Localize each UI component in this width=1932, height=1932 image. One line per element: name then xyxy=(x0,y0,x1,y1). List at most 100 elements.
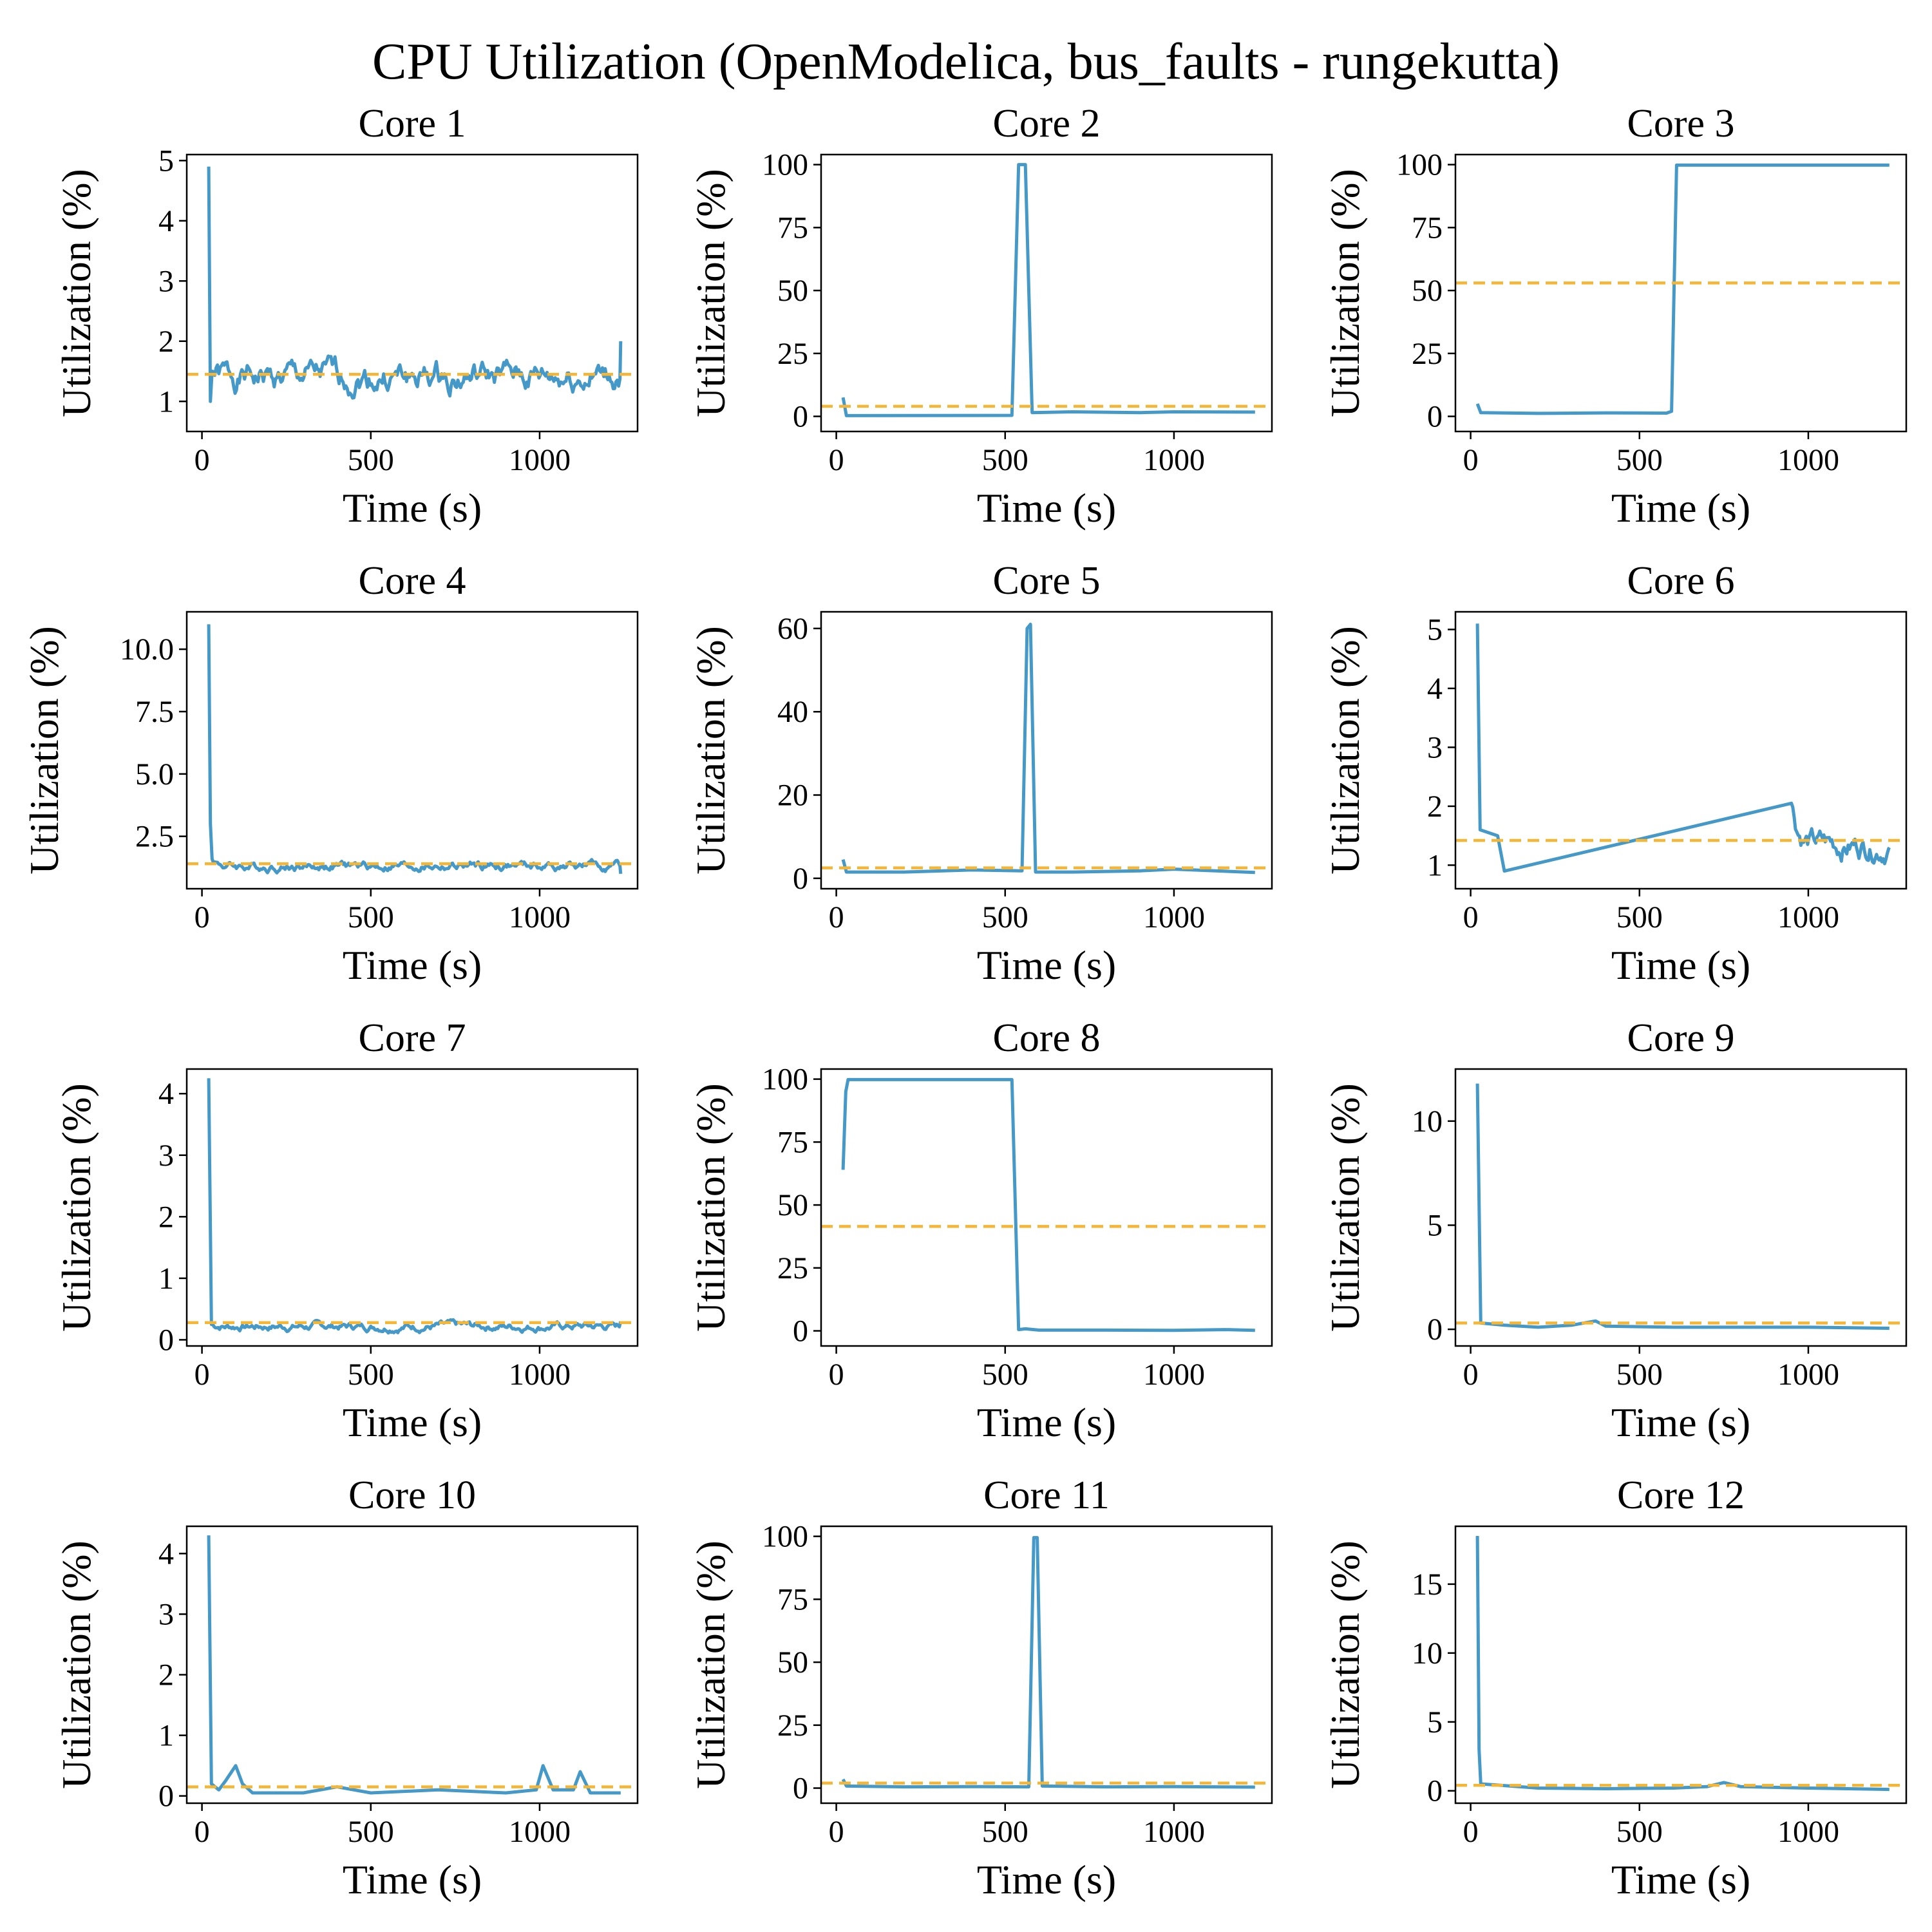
utilization-series-line xyxy=(841,1536,1255,1789)
subplot-core-5: Core 5 0 500 1000 0 20 40 60 Time (s) Utilization… xyxy=(688,559,1273,988)
x-tick-label: 0 xyxy=(1463,900,1479,934)
x-tick-label: 0 xyxy=(1463,443,1479,477)
subplot-title: Core 11 xyxy=(983,1473,1110,1517)
subplot-core-2: Core 2 0 500 1000 0 25 50 75 100 Time (s) Utilizat… xyxy=(688,102,1273,531)
y-axis-label: Utilization (%) xyxy=(53,169,99,417)
axes-frame xyxy=(1454,153,1908,433)
y-axis-label: Utilization (%) xyxy=(688,626,734,875)
y-tick-label: 2.5 xyxy=(135,820,174,854)
y-tick-label: 1 xyxy=(158,1719,174,1753)
x-axis-label: Time (s) xyxy=(977,1399,1116,1445)
y-tick-label: 10 xyxy=(1412,1636,1443,1671)
axes-frame xyxy=(1454,1068,1908,1347)
x-tick-label: 0 xyxy=(829,443,844,477)
axes-frame xyxy=(1454,1525,1908,1804)
x-tick-label: 500 xyxy=(348,900,394,934)
y-tick-label: 4 xyxy=(158,1537,174,1571)
x-tick-label: 1000 xyxy=(1143,443,1205,477)
x-tick-label: 500 xyxy=(348,443,394,477)
x-tick-label: 0 xyxy=(1463,1815,1479,1849)
axes-frame xyxy=(185,1068,639,1347)
y-tick-label: 0 xyxy=(158,1779,174,1814)
subplot-core-4: Core 4 0 500 1000 2.5 5.0 7.5 10.0 Time (s) Utili… xyxy=(21,559,639,988)
y-tick-label: 0 xyxy=(793,1772,808,1806)
utilization-series-line xyxy=(841,163,1255,417)
x-tick-label: 1000 xyxy=(1143,900,1205,934)
utilization-series-line xyxy=(1475,623,1891,873)
y-tick-label: 0 xyxy=(1427,400,1443,434)
x-tick-label: 1000 xyxy=(1143,1815,1205,1849)
x-axis-label: Time (s) xyxy=(1611,485,1750,531)
y-tick-label: 5 xyxy=(158,144,174,178)
axes-frame xyxy=(820,153,1273,433)
y-tick-label: 15 xyxy=(1412,1567,1443,1602)
x-tick-label: 500 xyxy=(982,1815,1028,1849)
y-tick-label: 4 xyxy=(158,204,174,238)
y-tick-label: 25 xyxy=(777,337,808,371)
axes-frame xyxy=(185,1525,639,1804)
x-tick-label: 1000 xyxy=(1777,443,1839,477)
y-axis-label: Utilization (%) xyxy=(1322,1540,1368,1789)
y-tick-label: 100 xyxy=(762,1520,808,1554)
y-tick-label: 3 xyxy=(158,1597,174,1631)
x-tick-label: 500 xyxy=(982,443,1028,477)
y-tick-label: 0 xyxy=(793,1314,808,1349)
x-tick-label: 0 xyxy=(194,443,210,477)
y-tick-label: 75 xyxy=(777,1582,808,1616)
x-axis-label: Time (s) xyxy=(977,485,1116,531)
x-tick-label: 500 xyxy=(1616,443,1663,477)
y-tick-label: 25 xyxy=(1412,337,1443,371)
x-tick-label: 0 xyxy=(1463,1358,1479,1392)
subplot-title: Core 7 xyxy=(358,1016,466,1060)
y-tick-label: 3 xyxy=(158,264,174,298)
x-axis-label: Time (s) xyxy=(1611,1857,1750,1902)
subplot-title: Core 5 xyxy=(992,559,1100,603)
figure-title: CPU Utilization (OpenModelica, bus_fault… xyxy=(372,33,1560,90)
y-tick-label: 0 xyxy=(1427,1774,1443,1808)
subplot-title: Core 2 xyxy=(992,102,1100,146)
y-tick-label: 7.5 xyxy=(135,695,174,729)
y-tick-label: 1 xyxy=(158,384,174,419)
y-tick-label: 5.0 xyxy=(135,757,174,791)
y-tick-label: 3 xyxy=(1427,730,1443,764)
axes-frame xyxy=(820,611,1273,890)
subplot-core-8: Core 8 0 500 1000 0 25 50 75 100 Time (s) Utilizat… xyxy=(688,1016,1273,1445)
y-tick-label: 1 xyxy=(158,1262,174,1296)
x-tick-label: 1000 xyxy=(1777,1815,1839,1849)
axes-frame xyxy=(1454,611,1908,890)
y-axis-label: Utilization (%) xyxy=(21,626,67,875)
y-tick-label: 0 xyxy=(793,400,808,434)
x-tick-label: 1000 xyxy=(509,1358,571,1392)
y-axis-label: Utilization (%) xyxy=(688,1540,734,1789)
subplot-title: Core 4 xyxy=(358,559,466,603)
x-tick-label: 1000 xyxy=(509,1815,571,1849)
y-axis-label: Utilization (%) xyxy=(1322,169,1368,417)
subplot-core-11: Core 11 0 500 1000 0 25 50 75 100 Time (s) Utiliza… xyxy=(688,1473,1273,1902)
x-tick-label: 1000 xyxy=(1143,1358,1205,1392)
subplot-title: Core 6 xyxy=(1627,559,1734,603)
x-tick-label: 500 xyxy=(982,900,1028,934)
subplot-core-1: Core 1 0 500 1000 1 2 3 4 5 Time (s) Utilization (… xyxy=(53,102,639,531)
axes-frame xyxy=(185,153,639,433)
utilization-series-line xyxy=(207,166,623,403)
y-tick-label: 100 xyxy=(1396,148,1443,182)
y-tick-label: 25 xyxy=(777,1709,808,1743)
x-tick-label: 500 xyxy=(348,1358,394,1392)
y-tick-label: 5 xyxy=(1427,1208,1443,1242)
x-axis-label: Time (s) xyxy=(1611,1399,1750,1445)
y-tick-label: 50 xyxy=(777,274,808,308)
y-tick-label: 5 xyxy=(1427,612,1443,647)
y-tick-label: 3 xyxy=(158,1139,174,1173)
y-tick-label: 2 xyxy=(158,1658,174,1692)
axes-frame xyxy=(820,1068,1273,1347)
x-tick-label: 0 xyxy=(829,900,844,934)
y-tick-label: 20 xyxy=(777,779,808,813)
utilization-series-line xyxy=(207,624,623,875)
y-tick-label: 5 xyxy=(1427,1705,1443,1739)
y-tick-label: 25 xyxy=(777,1251,808,1285)
utilization-series-line xyxy=(207,1535,621,1795)
y-tick-label: 0 xyxy=(793,862,808,896)
x-tick-label: 0 xyxy=(194,1358,210,1392)
y-tick-label: 50 xyxy=(1412,274,1443,308)
